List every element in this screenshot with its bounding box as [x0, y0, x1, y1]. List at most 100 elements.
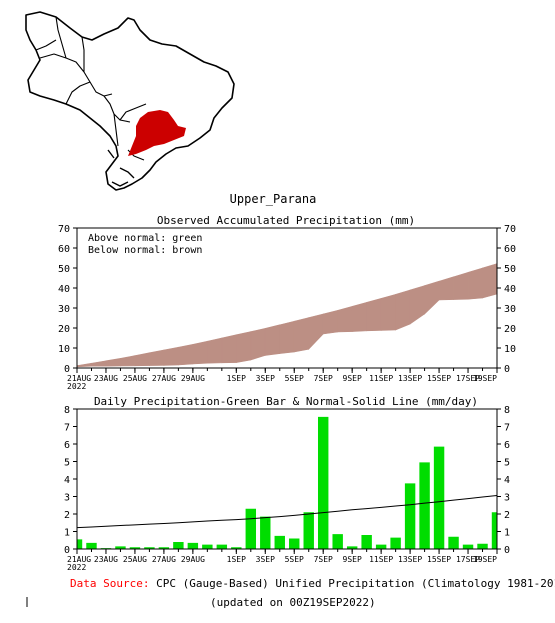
- accumulated-area-segment: [395, 289, 411, 331]
- daily-bar: [158, 547, 170, 549]
- accumulated-area-segment: [236, 331, 252, 363]
- y-tick-label-right: 3: [504, 493, 510, 504]
- annotation-below: Below normal: brown: [88, 245, 202, 256]
- y-tick-label: 5: [64, 458, 70, 469]
- x-tick-label: 11SEP: [369, 555, 393, 564]
- y-tick-label-right: 30: [504, 304, 516, 315]
- daily-bar: [77, 539, 83, 549]
- x-tick-label-year: 2022: [67, 382, 86, 391]
- daily-bar: [491, 512, 497, 549]
- country-borders: [35, 16, 147, 161]
- accumulated-area-segment: [76, 362, 92, 368]
- highlight-region: [128, 110, 186, 156]
- y-tick-label: 6: [64, 440, 70, 451]
- data-source-text: CPC (Gauge-Based) Unified Precipitation …: [156, 577, 555, 590]
- y-tick-label: 20: [58, 324, 70, 335]
- y-tick-label-right: 7: [504, 423, 510, 434]
- accumulated-area-segment: [482, 263, 498, 299]
- y-tick-label: 10: [58, 344, 70, 355]
- y-tick-label: 60: [58, 244, 70, 255]
- daily-bar: [375, 544, 387, 549]
- area-layer: [76, 263, 498, 368]
- daily-bar: [448, 536, 459, 549]
- y-tick-label-right: 1: [504, 528, 510, 539]
- x-tick-label: 23AUG: [94, 374, 118, 383]
- accumulated-area-segment: [337, 306, 353, 333]
- accumulated-area-segment: [438, 276, 454, 301]
- x-tick-label: 19SEP: [473, 555, 497, 564]
- accumulated-area-segment: [424, 280, 440, 315]
- normal-line: [76, 494, 498, 529]
- y-tick-label-right: 5: [504, 458, 510, 469]
- x-tick-label: 9SEP: [343, 555, 362, 564]
- y-tick-label-right: 8: [504, 405, 510, 416]
- accumulated-area-segment: [264, 324, 281, 356]
- y-tick-label: 4: [64, 475, 70, 486]
- accumulated-area-segment: [120, 355, 136, 367]
- x-tick-label: 27AUG: [152, 555, 176, 564]
- y-tick-label-right: 20: [504, 324, 516, 335]
- daily-bar: [346, 546, 358, 549]
- y-tick-label-right: 4: [504, 475, 510, 486]
- accumulated-area-segment: [192, 340, 208, 365]
- accumulated-area-segment: [221, 334, 237, 364]
- accumulated-precip-chart: Observed Accumulated Precipitation (mm) …: [58, 214, 516, 391]
- x-tick-label: 17SEP: [456, 374, 480, 383]
- accumulated-area-segment: [453, 271, 469, 300]
- accumulated-area-segment: [279, 320, 295, 354]
- daily-bar: [187, 542, 199, 549]
- y-tick-label-right: 6: [504, 440, 510, 451]
- x-tick-label: 21AUG: [67, 374, 91, 383]
- x-tick-label: 3SEP: [256, 555, 275, 564]
- daily-bar: [433, 446, 445, 549]
- daily-bar: [404, 483, 416, 549]
- x-tick-label-year: 2022: [67, 563, 86, 572]
- accumulated-area-segment: [207, 337, 223, 364]
- daily-bar: [477, 543, 488, 549]
- x-tick-label: 27AUG: [152, 374, 176, 383]
- accumulated-area-segment: [409, 285, 425, 325]
- y-tick-label-right: 0: [504, 545, 510, 556]
- daily-bar: [245, 508, 257, 549]
- daily-bar: [274, 535, 285, 549]
- x-tick-label: 29AUG: [181, 555, 205, 564]
- y-tick-label-right: 50: [504, 264, 516, 275]
- daily-bar: [390, 537, 401, 549]
- y-tick-label: 0: [64, 364, 70, 375]
- accumulated-area-segment: [293, 317, 310, 353]
- accumulated-area-segment: [250, 328, 266, 361]
- y-tick-label-right: 60: [504, 244, 516, 255]
- x-tick-label: 19SEP: [473, 374, 497, 383]
- y-tick-label: 70: [58, 224, 70, 235]
- data-source-label: Data Source:: [70, 577, 150, 590]
- x-tick-label: 9SEP: [343, 374, 362, 383]
- x-tick-label: 1SEP: [227, 555, 246, 564]
- x-tick-label: 23AUG: [94, 555, 118, 564]
- updated-note: (updated on 00Z19SEP2022): [210, 596, 376, 609]
- y-tick-label: 1: [64, 528, 70, 539]
- continent-outline: [25, 11, 235, 191]
- daily-bar: [173, 542, 184, 549]
- y-tick-label: 8: [64, 405, 70, 416]
- x-tick-label: 13SEP: [398, 555, 422, 564]
- x-tick-label: 21AUG: [67, 555, 91, 564]
- accumulated-area-segment: [467, 267, 483, 300]
- x-tick-label: 25AUG: [123, 374, 147, 383]
- y-tick-label: 7: [64, 423, 70, 434]
- y-tick-label-right: 2: [504, 510, 510, 521]
- x-tick-label: 13SEP: [398, 374, 422, 383]
- chart-title: Daily Precipitation-Green Bar & Normal-S…: [94, 395, 478, 408]
- daily-bar: [115, 546, 126, 549]
- x-tick-label: 5SEP: [285, 555, 304, 564]
- y-tick-label: 30: [58, 304, 70, 315]
- x-tick-label: 3SEP: [256, 374, 275, 383]
- region-title: Upper_Parana: [230, 192, 317, 206]
- plot-frame: [76, 227, 498, 369]
- daily-precip-chart: Daily Precipitation-Green Bar & Normal-S…: [64, 395, 510, 572]
- x-tick-label: 29AUG: [181, 374, 205, 383]
- accumulated-area-segment: [322, 310, 338, 335]
